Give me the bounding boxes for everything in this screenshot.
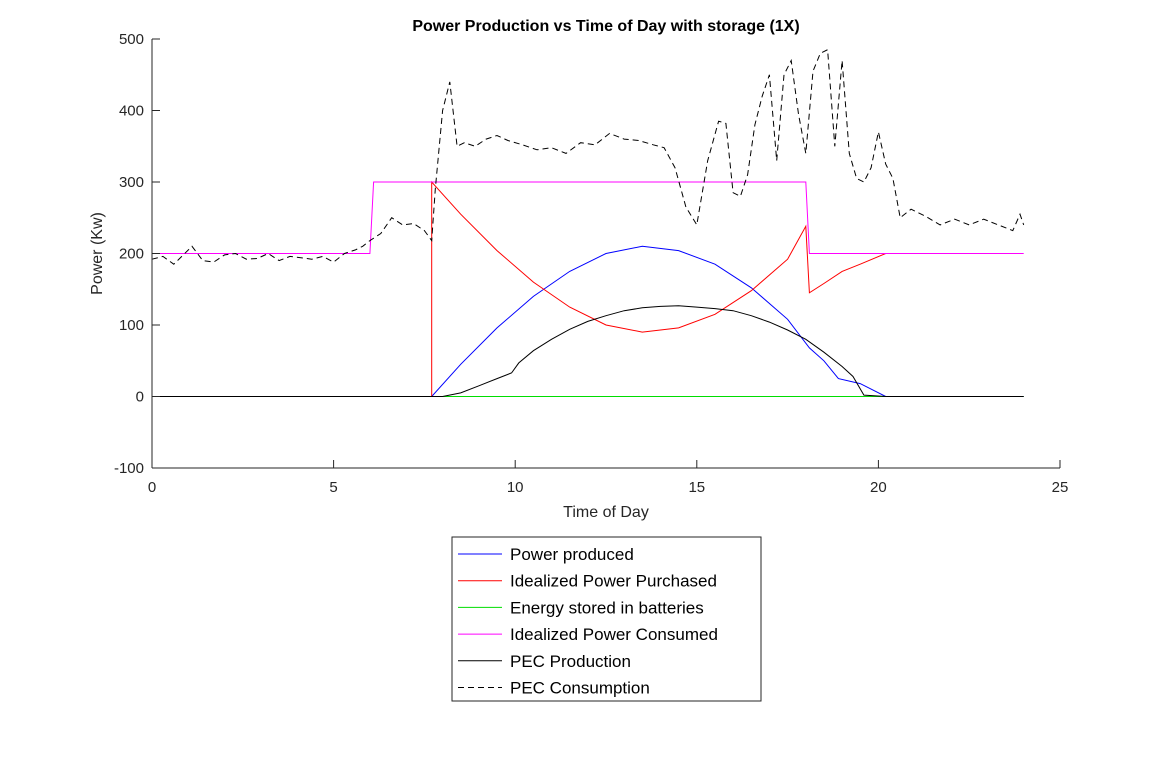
y-tick-label: -100 xyxy=(114,460,144,477)
legend-label-4: Idealized Power Consumed xyxy=(510,625,718,644)
x-tick-label: 15 xyxy=(688,479,705,496)
series-line-5 xyxy=(152,305,1024,397)
series-line-4 xyxy=(152,181,1024,254)
series-line-1 xyxy=(152,245,1024,397)
y-tick-label: 300 xyxy=(119,174,144,191)
y-axis-title: Power (Kw) xyxy=(89,212,106,295)
series-line-2 xyxy=(152,180,886,397)
x-tick-label: 0 xyxy=(148,479,156,496)
y-tick-label: 500 xyxy=(119,31,144,48)
y-tick-label: 100 xyxy=(119,317,144,334)
legend-label-5: PEC Production xyxy=(510,652,631,671)
y-tick-label: 0 xyxy=(136,389,144,406)
x-tick-label: 25 xyxy=(1052,479,1069,496)
legend: Power produced Idealized Power Purchased E… xyxy=(451,536,762,702)
x-tick-label: 20 xyxy=(870,479,887,496)
x-tick-label: 5 xyxy=(329,479,337,496)
legend-box xyxy=(451,536,762,702)
legend-label-2: Idealized Power Purchased xyxy=(510,572,717,591)
y-tick-label: 400 xyxy=(119,103,144,120)
legend-label-3: Energy stored in batteries xyxy=(510,598,704,617)
x-tick-label: 10 xyxy=(507,479,524,496)
legend-label-1: Power produced xyxy=(510,545,634,564)
x-axis-title: Time of Day xyxy=(563,504,649,521)
y-tick-label: 200 xyxy=(119,246,144,263)
series-layer xyxy=(151,48,1025,397)
series-line-6 xyxy=(151,48,1025,265)
chart-title: Power Production vs Time of Day with sto… xyxy=(412,18,799,35)
legend-label-6: PEC Consumption xyxy=(510,679,650,698)
